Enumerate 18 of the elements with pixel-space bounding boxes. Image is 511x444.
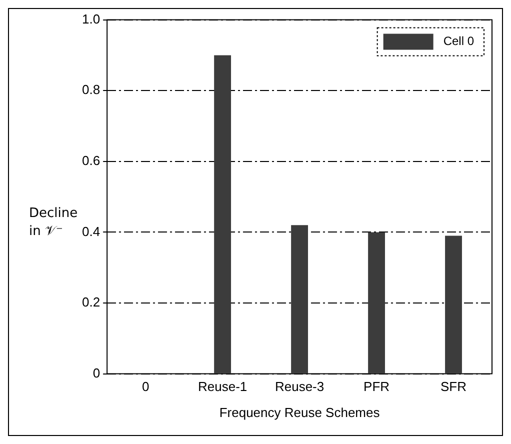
x-axis-title: Frequency Reuse Schemes xyxy=(219,404,380,420)
x-tick-label: PFR xyxy=(364,379,390,394)
y-tick-label: 0.4 xyxy=(82,224,100,239)
y-tick-label: 0.8 xyxy=(82,82,100,98)
bar xyxy=(291,225,308,374)
y-tick-label: 1.0 xyxy=(82,11,100,26)
legend-label: Cell 0 xyxy=(443,34,474,48)
y-tick-label: 0 xyxy=(92,365,100,380)
x-tick-label: SFR xyxy=(440,379,467,394)
bar xyxy=(445,236,462,374)
x-tick-label: Reuse-1 xyxy=(198,379,248,394)
y-axis-title: Decline in 𝒱⁻ xyxy=(29,206,78,239)
x-tick-label: 0 xyxy=(142,379,150,394)
y-tick-label: 0.6 xyxy=(82,152,100,168)
bar xyxy=(368,232,385,374)
x-tick-label: Reuse-3 xyxy=(274,379,324,394)
y-tick-label: 0.2 xyxy=(82,294,100,310)
bar xyxy=(214,55,232,374)
